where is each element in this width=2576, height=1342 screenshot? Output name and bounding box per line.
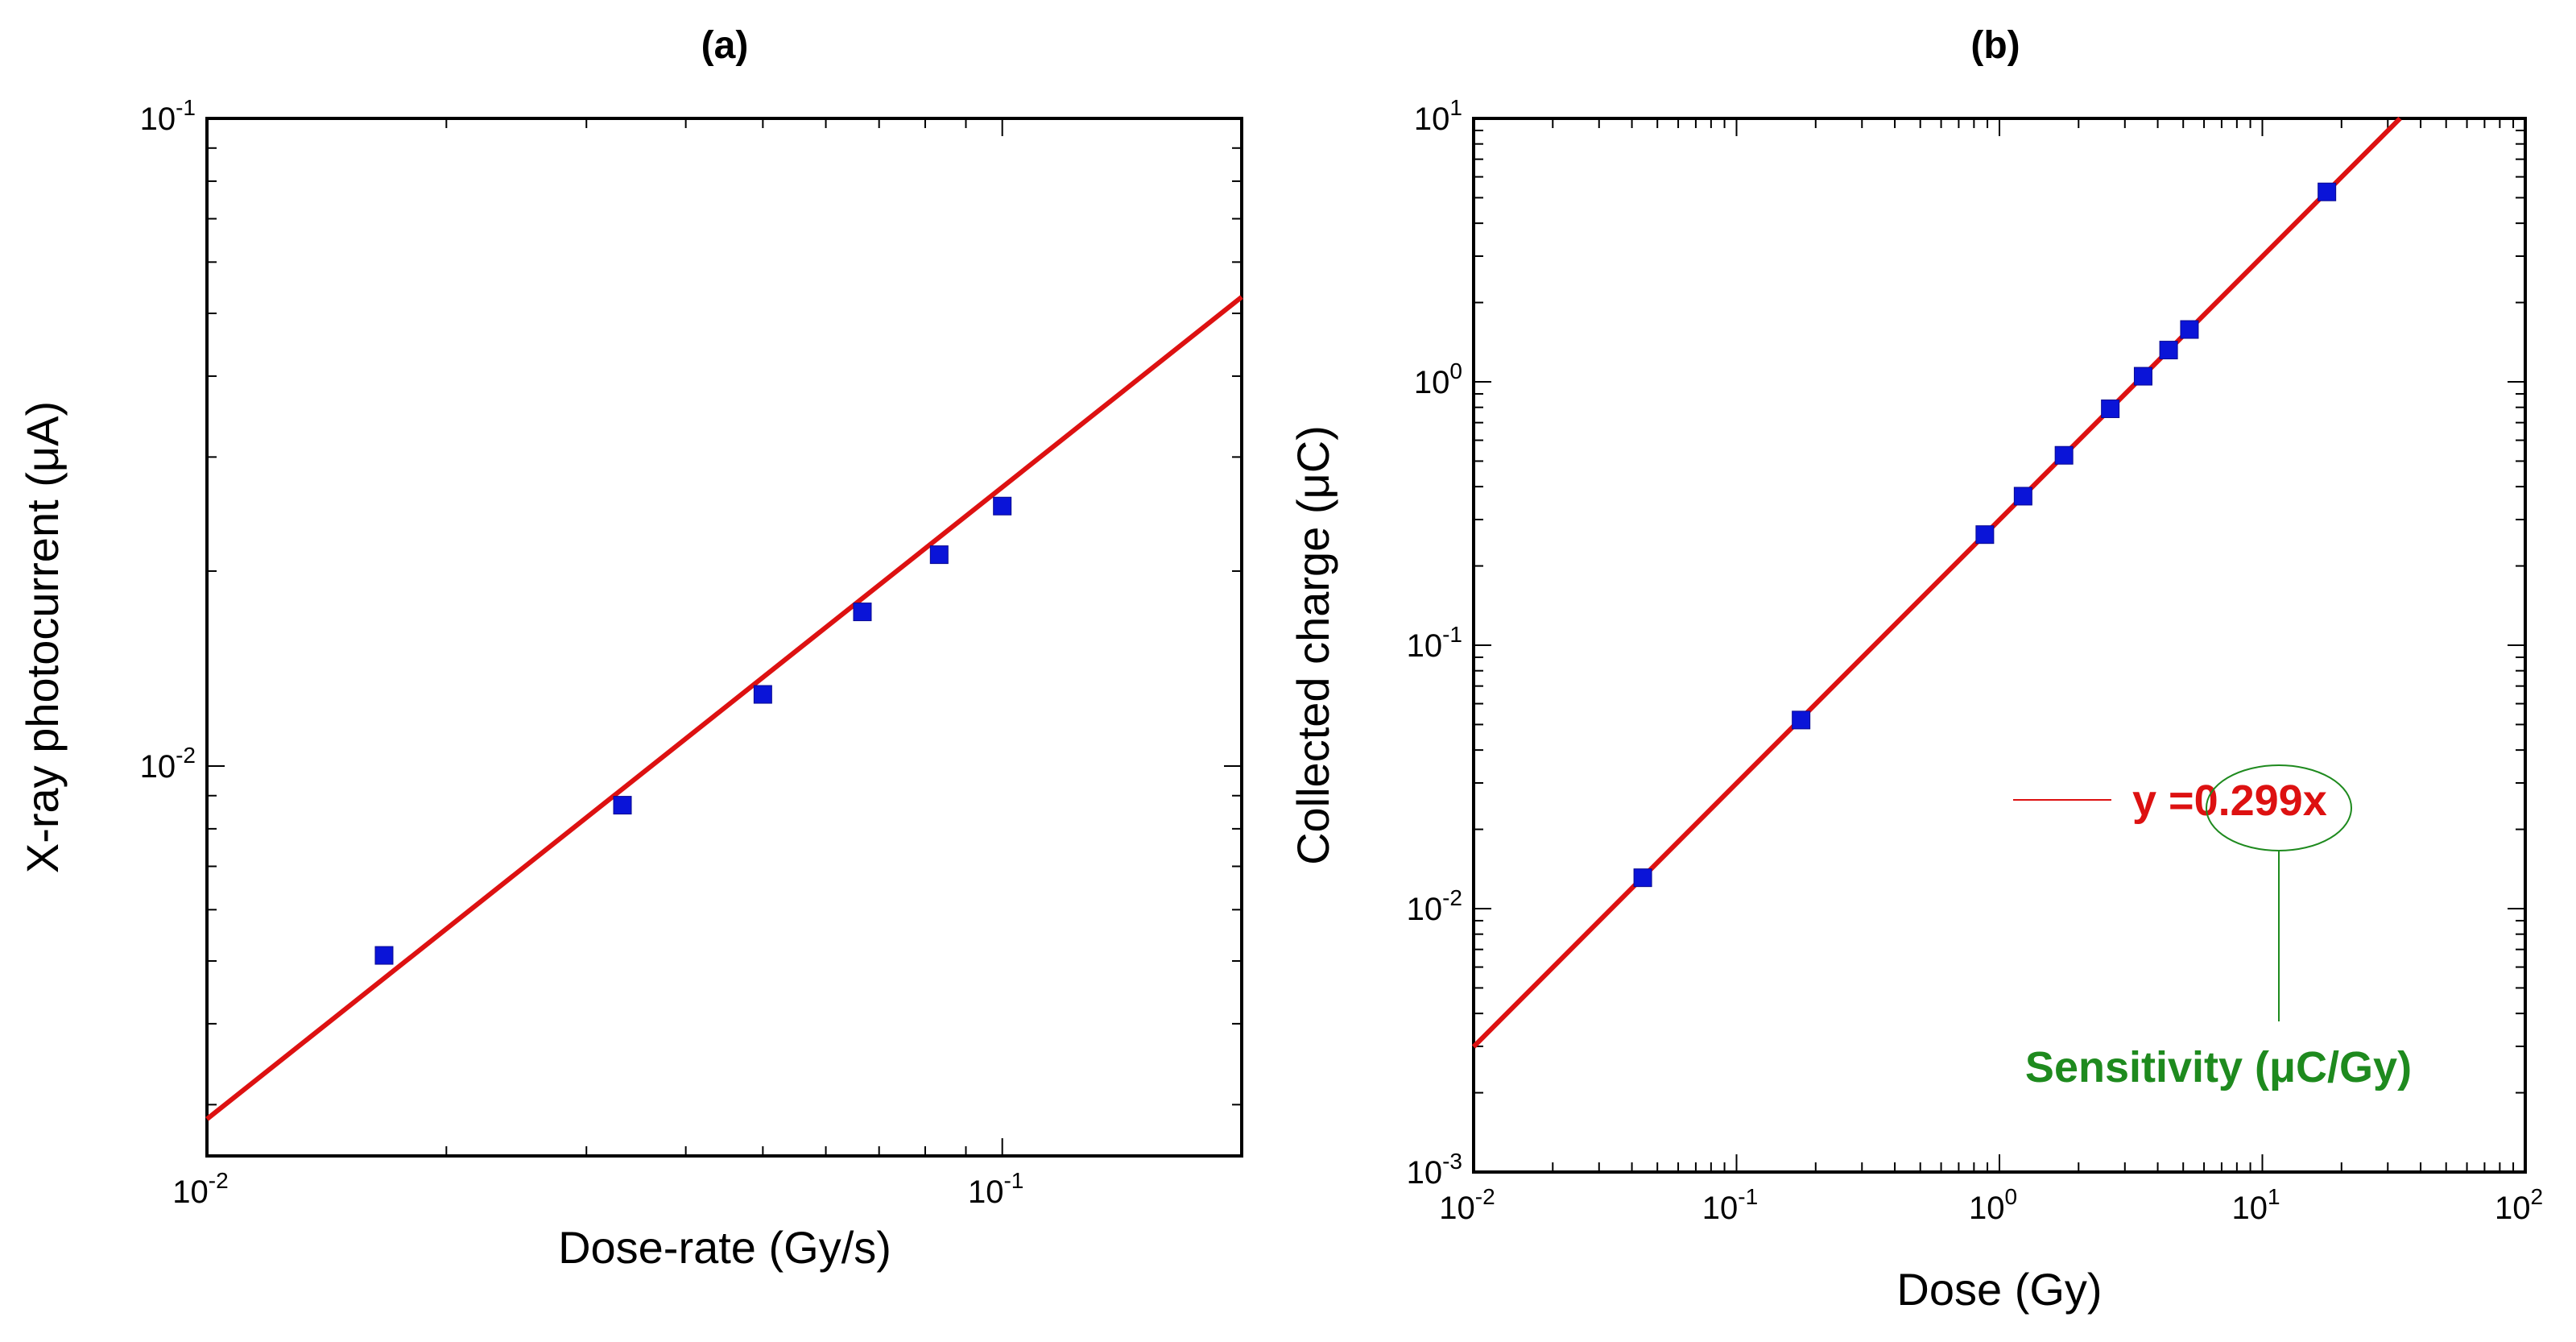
data-point-marker	[853, 603, 872, 622]
data-point-marker	[1792, 710, 1811, 730]
panel-b-title: (b)	[1970, 24, 2020, 67]
data-point-marker	[2180, 320, 2199, 339]
panel-a: (a) 10-2 10-1 10-2 10-1 Dose-rate (Gy/s) X-…	[17, 24, 1243, 1273]
y-tick-label: 101	[1414, 95, 1462, 137]
panel-a-y-axis-label: X-ray photocurrent (μA)	[17, 401, 68, 873]
y-tick-label: 10-1	[1407, 622, 1462, 664]
data-point-marker	[753, 685, 772, 704]
panel-a-fit-line-group	[205, 295, 1243, 1121]
data-point-marker	[613, 796, 632, 815]
x-tick-label: 10-1	[1702, 1184, 1758, 1226]
y-tick-label: 100	[1414, 358, 1462, 400]
data-point-marker	[2133, 367, 2152, 386]
y-tick-label: 10-2	[1407, 885, 1462, 927]
data-point-marker	[929, 545, 949, 565]
panel-a-x-axis-label: Dose-rate (Gy/s)	[558, 1222, 891, 1273]
panel-a-plot-frame	[205, 117, 1243, 1158]
y-tick-label: 10-3	[1407, 1149, 1462, 1191]
data-point-marker	[1633, 868, 1652, 888]
panel-b: (b) 10-2 10-1 100 101 10210-310-210-1100101 …	[1288, 24, 2543, 1315]
panel-a-title: (a)	[701, 24, 749, 67]
data-point-marker	[993, 496, 1012, 516]
fit-line	[205, 295, 1243, 1121]
data-point-marker	[2054, 445, 2074, 465]
panel-b-markers	[1633, 182, 2337, 888]
panel-b-fit-line-group	[1471, 116, 2402, 1049]
panel-a-markers	[374, 496, 1012, 965]
x-tick-label: 10-2	[172, 1168, 228, 1210]
panel-b-x-axis-label: Dose (Gy)	[1896, 1264, 2102, 1315]
y-tick-label: 10-2	[140, 743, 196, 785]
x-tick-label: 101	[2231, 1184, 2280, 1226]
data-point-marker	[2101, 399, 2120, 418]
panel-b-plot-frame	[1472, 117, 2527, 1174]
fit-line	[1471, 116, 2402, 1049]
x-tick-label: 10-1	[968, 1168, 1023, 1210]
y-tick-label: 10-1	[140, 95, 196, 137]
data-point-marker	[374, 946, 394, 965]
panel-a-ticks	[206, 118, 1243, 1156]
fit-equation-text: y =0.299x	[2132, 777, 2327, 825]
data-point-marker	[2318, 182, 2337, 201]
x-tick-label: 100	[1969, 1184, 2017, 1226]
x-tick-label: 10-2	[1439, 1184, 1495, 1226]
data-point-marker	[2159, 341, 2178, 360]
data-point-marker	[2013, 487, 2032, 506]
panel-b-y-axis-label: Collected charge (μC)	[1288, 425, 1338, 865]
sensitivity-label: Sensitivity (μC/Gy)	[2025, 1043, 2412, 1091]
x-tick-label: 102	[2495, 1184, 2543, 1226]
panel-b-ticks	[1473, 118, 2526, 1173]
panel-a-tick-labels: 10-2 10-1 10-2 10-1	[140, 95, 1024, 1210]
data-point-marker	[1975, 525, 1995, 545]
